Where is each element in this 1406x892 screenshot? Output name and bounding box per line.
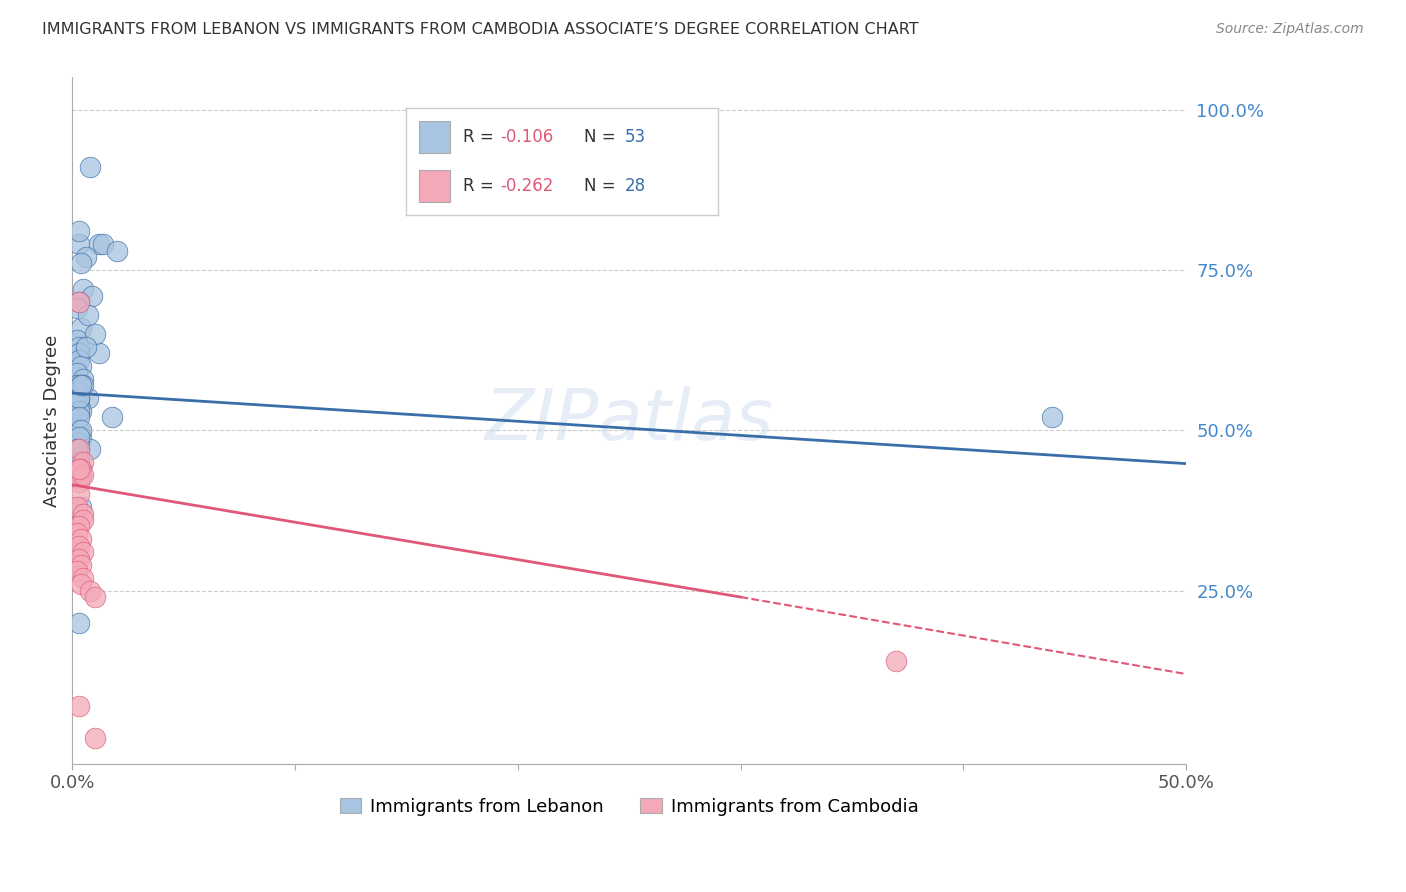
Point [76, 391, 98, 405]
Point [83, 590, 105, 604]
Point [70, 558, 93, 572]
Point [67, 404, 90, 418]
Point [67, 423, 90, 437]
Point [66, 442, 89, 457]
Point [67, 384, 90, 399]
Point [101, 410, 124, 425]
Point [70, 461, 93, 475]
Point [66, 525, 89, 540]
Point [67, 391, 90, 405]
Point [67, 346, 90, 360]
Point [70, 533, 93, 547]
Point [66, 384, 89, 399]
Point [67, 384, 90, 399]
Point [67, 442, 90, 457]
Point [67, 436, 90, 450]
Point [70, 430, 93, 444]
Point [87, 346, 110, 360]
Point [72, 282, 94, 296]
Point [67, 391, 90, 405]
Point [66, 334, 89, 348]
Point [67, 519, 90, 533]
Point [72, 571, 94, 585]
Point [67, 615, 90, 630]
Point [67, 295, 90, 310]
Point [70, 577, 93, 591]
Point [79, 160, 101, 174]
Point [72, 513, 94, 527]
Point [83, 326, 105, 341]
Point [1040, 410, 1063, 425]
Point [67, 539, 90, 553]
Point [67, 295, 90, 310]
Point [72, 372, 94, 386]
Point [72, 378, 94, 392]
Point [70, 359, 93, 373]
Legend: Immigrants from Lebanon, Immigrants from Cambodia: Immigrants from Lebanon, Immigrants from… [332, 791, 925, 823]
Point [67, 455, 90, 469]
Point [67, 410, 90, 425]
Point [70, 423, 93, 437]
Point [67, 699, 90, 714]
Point [70, 500, 93, 515]
Point [76, 308, 98, 322]
Point [67, 487, 90, 501]
Point [66, 366, 89, 380]
Text: IMMIGRANTS FROM LEBANON VS IMMIGRANTS FROM CAMBODIA ASSOCIATE’S DEGREE CORRELATI: IMMIGRANTS FROM LEBANON VS IMMIGRANTS FR… [42, 22, 918, 37]
Text: Source: ZipAtlas.com: Source: ZipAtlas.com [1216, 22, 1364, 37]
Text: ZIPatlas: ZIPatlas [485, 386, 773, 455]
Point [67, 340, 90, 354]
Y-axis label: Associate's Degree: Associate's Degree [44, 334, 60, 507]
Point [75, 250, 97, 264]
Point [70, 378, 93, 392]
Point [70, 256, 93, 270]
Point [70, 320, 93, 334]
Point [105, 244, 128, 258]
Point [67, 461, 90, 475]
Point [66, 378, 89, 392]
Point [67, 442, 90, 457]
Point [79, 442, 101, 457]
Point [67, 461, 90, 475]
Point [75, 340, 97, 354]
Point [66, 500, 89, 515]
Point [67, 224, 90, 238]
Point [67, 475, 90, 489]
Point [70, 468, 93, 483]
Point [79, 583, 101, 598]
Point [82, 288, 104, 302]
Point [67, 237, 90, 252]
Point [72, 545, 94, 559]
Point [886, 654, 908, 668]
Point [83, 731, 105, 746]
Point [72, 507, 94, 521]
Point [67, 551, 90, 566]
Point [70, 378, 93, 392]
Point [70, 461, 93, 475]
Point [93, 237, 115, 252]
Point [67, 352, 90, 367]
Point [66, 565, 89, 579]
Point [67, 398, 90, 412]
Point [72, 468, 94, 483]
Point [67, 430, 90, 444]
Point [66, 301, 89, 316]
Point [72, 455, 94, 469]
Point [87, 237, 110, 252]
Point [70, 468, 93, 483]
Point [70, 404, 93, 418]
